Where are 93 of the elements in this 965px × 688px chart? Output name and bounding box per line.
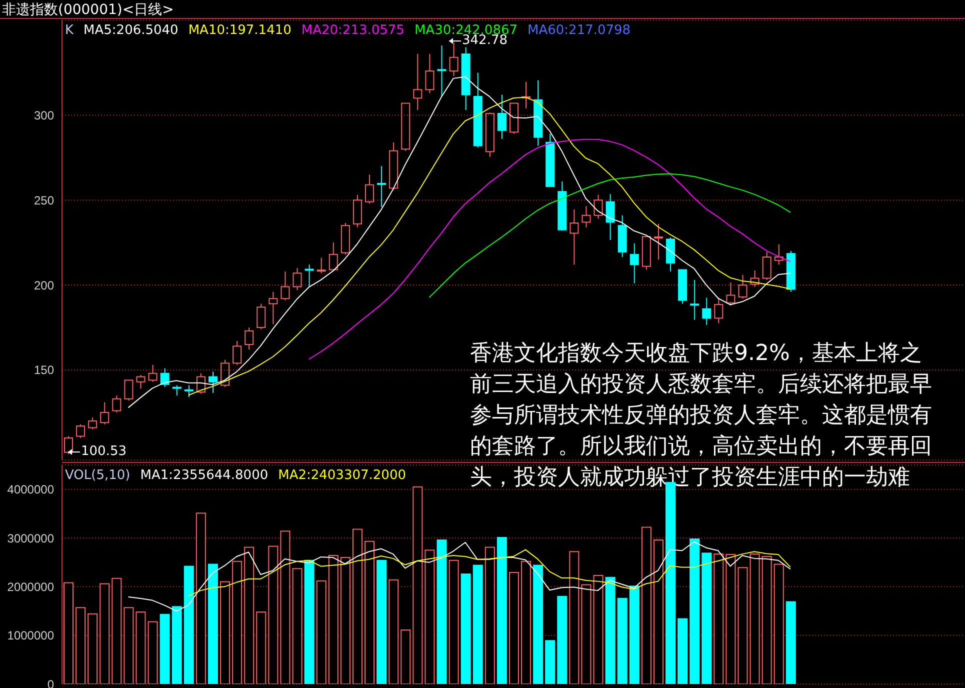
chart-title: 非遗指数(000001)<日线> bbox=[2, 1, 174, 19]
bar bbox=[774, 564, 784, 684]
bar bbox=[244, 546, 254, 684]
y-tick-label: 4000000 bbox=[7, 482, 54, 497]
bar bbox=[256, 611, 266, 684]
text: MA20:213.0575 bbox=[301, 23, 404, 38]
line-series bbox=[428, 173, 791, 298]
y-tick-label: 0 bbox=[47, 677, 54, 688]
bar bbox=[750, 554, 760, 684]
bar bbox=[220, 581, 230, 684]
bar bbox=[508, 572, 519, 684]
annotation: 100.53 bbox=[81, 444, 126, 460]
chart-title: VOL(5,10) bbox=[65, 468, 130, 483]
bar bbox=[521, 560, 532, 684]
text: MA5:206.5040 bbox=[84, 23, 178, 38]
legend-label: MA60:217.0798 bbox=[528, 23, 631, 38]
bar bbox=[304, 560, 314, 684]
bar bbox=[460, 574, 471, 684]
bar bbox=[280, 530, 290, 684]
bar bbox=[196, 512, 206, 684]
bar bbox=[364, 540, 374, 684]
bar bbox=[472, 564, 483, 684]
y-tick-label: 150 bbox=[34, 363, 54, 378]
bar bbox=[412, 486, 423, 684]
candlestick bbox=[702, 297, 712, 326]
bar bbox=[702, 552, 712, 684]
bar bbox=[232, 560, 242, 684]
candlestick bbox=[208, 371, 218, 394]
bar bbox=[64, 582, 74, 684]
candlestick bbox=[497, 94, 506, 140]
y-tick-label: 2000000 bbox=[7, 580, 54, 594]
y-tick-label: 200 bbox=[34, 278, 54, 292]
candlestick bbox=[570, 208, 579, 266]
bar bbox=[641, 526, 652, 684]
bar bbox=[496, 537, 507, 684]
bar bbox=[762, 556, 772, 684]
bar bbox=[545, 640, 556, 684]
candlestick bbox=[582, 206, 591, 228]
bar bbox=[581, 584, 592, 684]
bar bbox=[726, 554, 736, 684]
text: MA1:2355644.8000 bbox=[140, 468, 268, 483]
bar bbox=[376, 560, 387, 684]
bar bbox=[629, 586, 640, 684]
bar bbox=[605, 576, 616, 684]
bar bbox=[557, 596, 568, 684]
bar bbox=[292, 568, 302, 684]
candlestick bbox=[461, 46, 470, 111]
bar bbox=[268, 546, 278, 684]
bar bbox=[400, 629, 411, 684]
y-tick-label: 1000000 bbox=[7, 628, 54, 643]
candlestick bbox=[618, 214, 627, 258]
bar bbox=[316, 580, 326, 684]
line-series bbox=[128, 541, 791, 612]
y-tick-label: 250 bbox=[34, 193, 54, 208]
bar bbox=[388, 579, 399, 684]
bar bbox=[100, 583, 110, 684]
bar bbox=[714, 554, 724, 684]
bar bbox=[208, 564, 218, 684]
bar bbox=[112, 578, 122, 684]
candlestick bbox=[534, 80, 543, 146]
bar bbox=[340, 556, 350, 684]
candlestick bbox=[413, 53, 422, 111]
text: MA10:197.1410 bbox=[188, 23, 292, 38]
y-tick-label: 300 bbox=[34, 108, 54, 122]
bar bbox=[148, 621, 158, 684]
bar bbox=[653, 539, 664, 684]
bar bbox=[352, 528, 362, 684]
bar bbox=[136, 611, 146, 684]
text: MA2:2403307.2000 bbox=[278, 468, 406, 483]
line-series bbox=[188, 549, 791, 596]
bar bbox=[533, 564, 544, 684]
bar bbox=[160, 614, 170, 684]
bar bbox=[88, 613, 98, 684]
bar bbox=[448, 560, 459, 684]
bar bbox=[690, 538, 700, 684]
bar bbox=[436, 539, 447, 684]
bar bbox=[328, 555, 338, 684]
bar bbox=[424, 550, 435, 684]
bar bbox=[484, 546, 495, 684]
y-tick-label: 3000000 bbox=[7, 531, 54, 546]
bar bbox=[76, 607, 86, 684]
bar bbox=[678, 618, 688, 684]
candlestick bbox=[606, 194, 615, 240]
bar bbox=[786, 601, 796, 684]
bar bbox=[569, 551, 580, 684]
bar bbox=[617, 598, 628, 684]
legend-title: K bbox=[65, 23, 74, 38]
bar bbox=[184, 566, 194, 684]
bar bbox=[172, 606, 182, 684]
bar bbox=[124, 607, 134, 684]
bar bbox=[593, 574, 604, 684]
bar bbox=[738, 567, 748, 684]
candlestick bbox=[630, 242, 639, 284]
